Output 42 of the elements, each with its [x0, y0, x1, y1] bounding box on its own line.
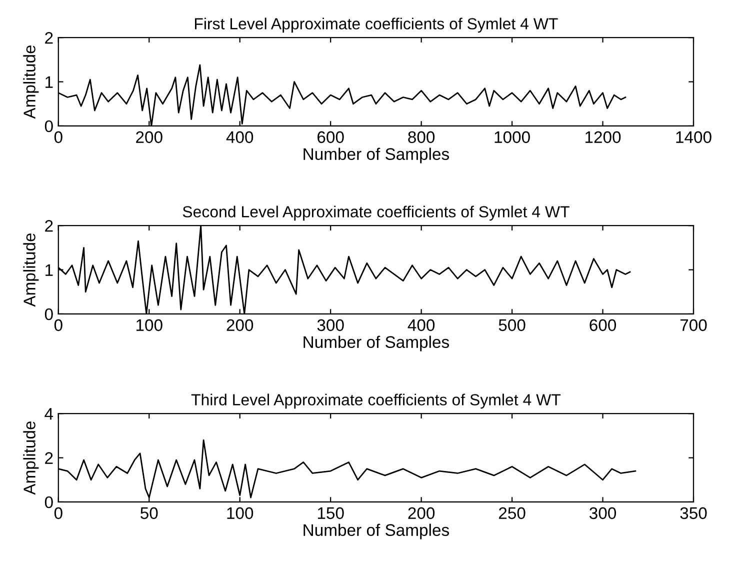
- x-tick-label: 700: [680, 319, 707, 332]
- x-tick-label: 1200: [586, 131, 621, 144]
- x-axis-title: Number of Samples: [304, 524, 449, 540]
- y-axis-title: Amplitude: [23, 45, 39, 119]
- chart-title: Third Level Approximate coefficients of Symlet 4 WT: [191, 394, 561, 409]
- x-tick-label: 0: [54, 131, 62, 144]
- y-axis-title: Amplitude: [23, 421, 39, 495]
- x-tick-label: 300: [590, 507, 616, 520]
- x-tick-label: 250: [498, 507, 526, 520]
- y-tick-label: 0: [44, 120, 53, 132]
- y-tick-label: 4: [44, 408, 54, 420]
- x-tick-label: 1000: [494, 131, 530, 144]
- x-tick-label: 800: [408, 131, 435, 144]
- y-tick-label: 0: [44, 308, 53, 320]
- x-tick-label: 0: [54, 507, 62, 520]
- x-tick-label: 100: [227, 507, 254, 520]
- x-tick-label: 500: [498, 319, 526, 332]
- x-tick-label: 350: [680, 507, 707, 520]
- x-tick-label: 600: [590, 319, 616, 332]
- x-tick-label: 400: [408, 319, 435, 332]
- x-axis-title: Number of Samples: [304, 148, 449, 164]
- y-tick-label: 1: [46, 76, 53, 88]
- x-tick-label: 400: [226, 131, 254, 144]
- x-tick-label: 50: [140, 507, 158, 520]
- x-tick-label: 300: [317, 319, 344, 332]
- y-tick-label: 1: [46, 264, 53, 276]
- y-tick-label: 2: [45, 220, 53, 232]
- x-tick-label: 1400: [676, 131, 712, 144]
- x-tick-label: 200: [226, 319, 254, 332]
- y-tick-label: 2: [45, 32, 53, 44]
- y-tick-label: 0: [44, 496, 53, 508]
- x-axis-title: Number of Samples: [304, 336, 449, 352]
- x-tick-label: 150: [318, 507, 344, 520]
- y-tick-label: 2: [45, 452, 53, 464]
- chart-title: Second Level Approximate coefficients of Symlet 4 WT: [182, 206, 570, 221]
- x-tick-label: 100: [136, 319, 162, 332]
- y-axis-title: Amplitude: [23, 233, 39, 307]
- chart-title: First Level Approximate coefficients of Symlet 4 WT: [194, 18, 558, 33]
- x-tick-label: 200: [408, 507, 435, 520]
- x-tick-label: 600: [318, 131, 344, 144]
- x-tick-label: 0: [54, 319, 62, 332]
- x-tick-label: 200: [136, 131, 162, 144]
